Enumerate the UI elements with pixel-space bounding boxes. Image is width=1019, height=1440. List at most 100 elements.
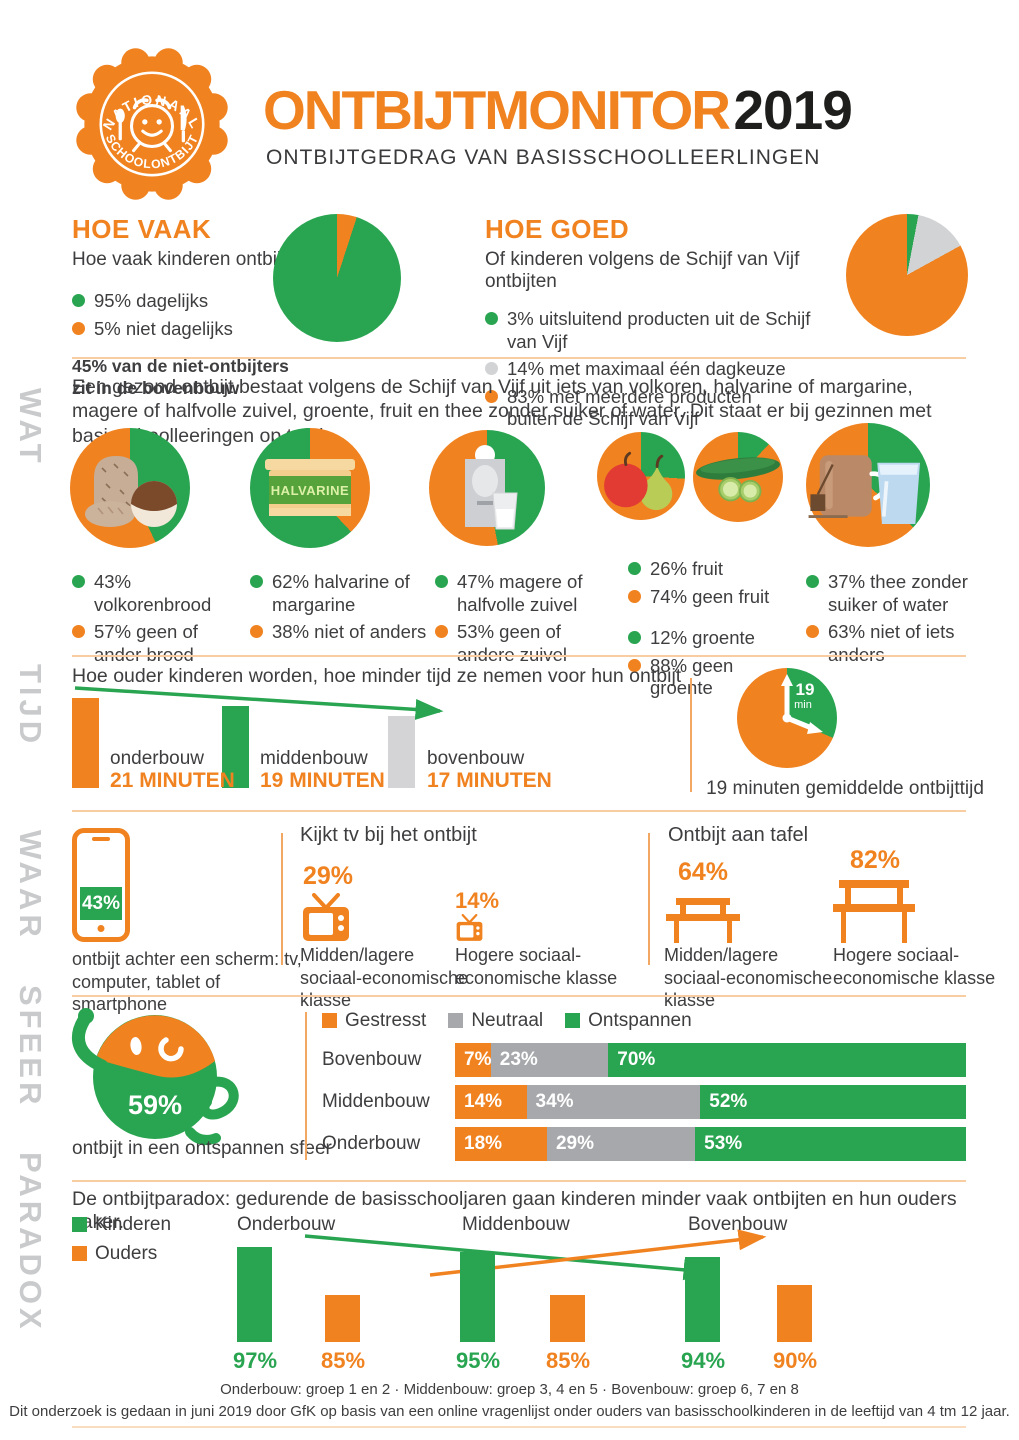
bar-segment-gestresst: 14% <box>455 1085 527 1119</box>
gray-square-icon <box>448 1013 464 1028</box>
tijd-bar-onderbouw <box>72 698 99 788</box>
school-breakfast-logo: NATIONAAL SCHOOLONTBIJT <box>70 42 234 208</box>
wat-pie-zuivel <box>429 430 545 546</box>
tijd-value: 21 MINUTEN <box>110 769 235 792</box>
tv-icon <box>456 914 483 941</box>
hoe-goed-block: HOE GOED Of kinderen volgens de Schijf v… <box>485 214 845 431</box>
vertical-divider <box>305 1012 307 1160</box>
kids-bar <box>237 1247 272 1342</box>
relaxed-cup-mascot-icon <box>71 1008 239 1145</box>
green-square-icon <box>565 1013 581 1028</box>
stacked-bar-row: Middenbouw 14% 34% 52% <box>322 1085 966 1119</box>
smartphone-chart: 43% <box>72 828 130 942</box>
stacked-bar-row: Onderbouw 18% 29% 53% <box>322 1127 966 1161</box>
legend-item: 74% geen fruit <box>628 586 793 609</box>
legend-label: 12% groente <box>650 627 755 649</box>
tijd-value: 17 MINUTEN <box>427 769 552 792</box>
orange-dot-icon <box>435 625 448 639</box>
section-label-paradox: PARADOX <box>13 1152 48 1333</box>
tv-percent-large: 29% <box>303 862 354 890</box>
legend-label: 53% geen of andere zuivel <box>457 621 567 665</box>
phone-home-button-icon <box>97 925 105 932</box>
legend-item: 5% niet dagelijks <box>72 318 322 341</box>
stacked-bar: 7% 23% 70% <box>455 1043 966 1077</box>
legend-item: 3% uitsluitend producten uit de Schijf v… <box>485 308 845 353</box>
cucumber-icon <box>696 457 780 503</box>
phone-fill-percent: 43% <box>80 887 122 920</box>
legend-item: 14% met maximaal één dagkeuze <box>485 358 845 381</box>
legend-item: Gestresst <box>322 1010 426 1032</box>
hoe-vaak-heading: HOE VAAK <box>72 214 212 244</box>
milk-carton-icon <box>465 445 518 530</box>
legend-label: 38% niet of anders <box>272 621 427 643</box>
stacked-bar: 14% 34% 52% <box>455 1085 966 1119</box>
legend-label: Neutraal <box>471 1010 544 1031</box>
bar-segment-neutraal: 29% <box>546 1127 696 1161</box>
paradox-legend: Kinderen Ouders <box>72 1214 171 1265</box>
row-label: Bovenbouw <box>322 1049 422 1070</box>
clock-hands-icon: 19 min <box>781 674 823 734</box>
stacked-bar: 18% 29% 53% <box>455 1127 966 1161</box>
wat-pie-brood <box>70 428 190 548</box>
page-title: ONTBIJTMONITOR 2019 <box>263 78 853 142</box>
section-divider <box>72 357 966 359</box>
parents-percent: 90% <box>772 1348 818 1373</box>
alarm-clock-smiley-icon <box>129 98 175 153</box>
legend-label: Gestresst <box>345 1010 427 1031</box>
legend-label: 3% uitsluitend producten uit de Schijf v… <box>507 308 811 352</box>
paradox-heading: De ontbijtparadox: gedurende de basissch… <box>72 1188 957 1233</box>
bar-segment-neutraal: 34% <box>526 1085 701 1119</box>
bar-segment-gestresst: 7% <box>455 1043 491 1077</box>
knife-icon <box>180 105 187 143</box>
green-dot-icon <box>435 575 448 588</box>
section-divider <box>72 1180 966 1182</box>
wat-legend-zuivel: 47% magere of halfvolle zuivel 53% geen … <box>435 566 615 666</box>
group-label: Middenbouw <box>462 1214 570 1235</box>
screen-caption: ontbijt achter een scherm: tv, computer,… <box>72 949 302 1014</box>
hoe-goed-heading: HOE GOED <box>485 214 630 244</box>
hoe-vaak-pie-chart <box>273 214 401 342</box>
tv-caption: Hogere sociaal-economische klasse <box>455 945 618 988</box>
row-label: Middenbouw <box>322 1091 430 1112</box>
wat-legend-thee: 37% thee zonder suiker of water 63% niet… <box>806 566 981 666</box>
hoe-goed-subheading: Of kinderen volgens de Schijf van Vijf o… <box>485 249 800 292</box>
kids-percent: 97% <box>232 1348 278 1373</box>
legend-item: 37% thee zonder suiker of water <box>806 571 981 616</box>
wat-pie-thee <box>806 423 930 547</box>
hoe-goed-pie-chart <box>846 214 968 336</box>
legend-label: 95% dagelijks <box>94 290 209 311</box>
legend-label: 83% met meerdere producten buiten de Sch… <box>507 385 752 430</box>
orange-dot-icon <box>628 589 641 603</box>
sfeer-legend: Gestresst Neutraal Ontspannen <box>322 1010 692 1032</box>
clock-caption: 19 minuten gemiddelde ontbijttijd <box>706 778 984 799</box>
orange-square-icon <box>72 1246 87 1261</box>
tijd-label: middenbouw <box>260 748 368 769</box>
legend-label: 37% thee zonder suiker of water <box>828 571 968 615</box>
bar-segment-gestresst: 18% <box>455 1127 547 1161</box>
legend-label: Kinderen <box>95 1214 172 1235</box>
legend-item: 95% dagelijks <box>72 290 322 313</box>
clock-unit: min <box>794 699 812 711</box>
green-dot-icon <box>485 312 498 325</box>
spoon-icon <box>115 108 125 141</box>
cucumber-slices <box>718 477 762 503</box>
phone-screen: 43% <box>80 844 122 920</box>
legend-item: Kinderen <box>72 1214 171 1236</box>
green-dot-icon <box>806 575 819 588</box>
orange-square-icon <box>322 1013 337 1028</box>
wat-legend-fruit-groente: 26% fruit 74% geen fruit 12% groente 88%… <box>628 553 793 700</box>
vertical-divider <box>690 678 692 792</box>
declining-trend-arrow <box>74 686 444 720</box>
wat-pie-groente <box>693 432 783 522</box>
section-label-sfeer: SFEER <box>13 985 48 1109</box>
tijd-bar-middenbouw <box>222 706 249 788</box>
kids-bar <box>460 1252 495 1342</box>
table-percent-small: 64% <box>678 858 729 886</box>
parents-bar <box>777 1285 812 1342</box>
legend-label: 62% halvarine of margarine <box>272 571 410 615</box>
stacked-bar-row: Bovenbouw 7% 23% 70% <box>322 1043 966 1077</box>
mascot-percent: 59% <box>127 1090 183 1120</box>
kids-bar <box>685 1257 720 1342</box>
bottom-divider <box>72 1426 966 1428</box>
